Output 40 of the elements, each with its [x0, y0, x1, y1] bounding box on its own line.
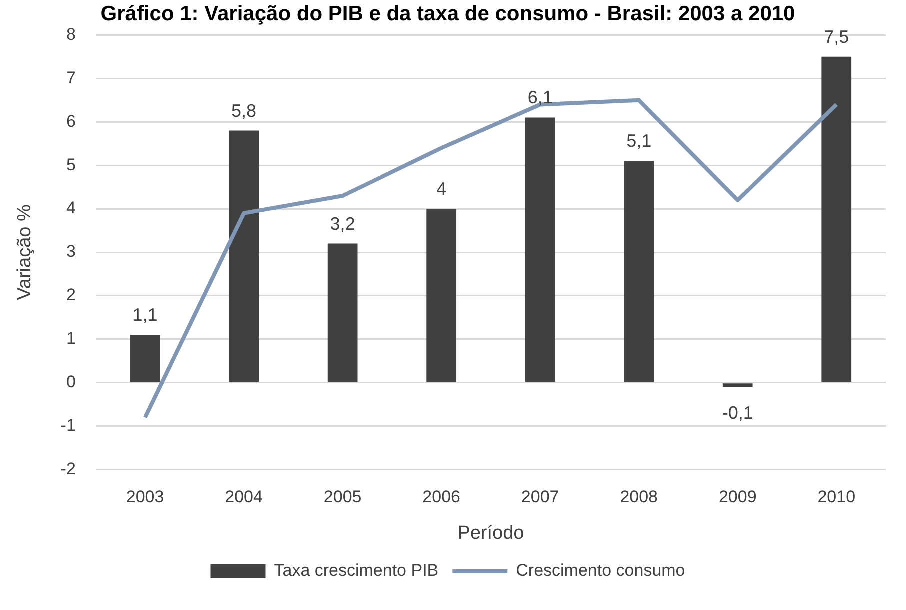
- y-tick-label: 3: [66, 242, 76, 262]
- x-axis-title: Período: [458, 522, 524, 544]
- data-label: 7,5: [824, 26, 850, 47]
- data-label: 3,2: [330, 214, 356, 234]
- y-tick-label: 2: [66, 286, 76, 305]
- y-tick-label: 4: [66, 198, 76, 218]
- y-tick-label: -2: [60, 459, 76, 478]
- x-tick-label: 2006: [422, 488, 460, 507]
- data-label: 6,1: [528, 88, 553, 108]
- y-tick-label: 7: [66, 68, 76, 88]
- bar: [822, 56, 852, 382]
- chart-title: Gráfico 1: Variação do PIB e da taxa de consumo - Brasil: 2003 a 2010: [100, 2, 796, 26]
- x-tick-label: 2008: [620, 488, 658, 507]
- bar: [130, 335, 160, 382]
- legend-label: Crescimento consumo: [516, 561, 686, 580]
- y-tick-label: -1: [60, 416, 76, 436]
- y-tick-label: 5: [66, 155, 76, 174]
- bar: [525, 118, 556, 382]
- y-tick-label: 8: [66, 24, 76, 44]
- data-label: -0,1: [722, 403, 754, 424]
- bar: [426, 209, 457, 382]
- x-tick-label: 2009: [718, 488, 757, 507]
- bar: [722, 384, 753, 388]
- x-tick-label: 2005: [324, 488, 362, 507]
- y-tick-label: 1: [66, 329, 76, 348]
- data-label: 5,1: [626, 131, 652, 152]
- x-tick-label: 2007: [521, 488, 560, 507]
- bar: [328, 244, 358, 382]
- bar: [624, 161, 654, 382]
- x-tick-label: 2003: [126, 488, 164, 507]
- bar: [229, 130, 259, 382]
- data-label: 1,1: [132, 305, 158, 326]
- y-tick-label: 0: [66, 372, 76, 392]
- data-label: 4: [436, 179, 447, 200]
- data-label: 5,8: [232, 100, 257, 121]
- x-tick-label: 2004: [225, 488, 263, 507]
- legend-label: Taxa crescimento PIB: [274, 561, 439, 580]
- y-tick-label: 6: [66, 112, 76, 131]
- x-tick-label: 2010: [818, 488, 856, 507]
- y-axis-title: Variação %: [14, 204, 36, 300]
